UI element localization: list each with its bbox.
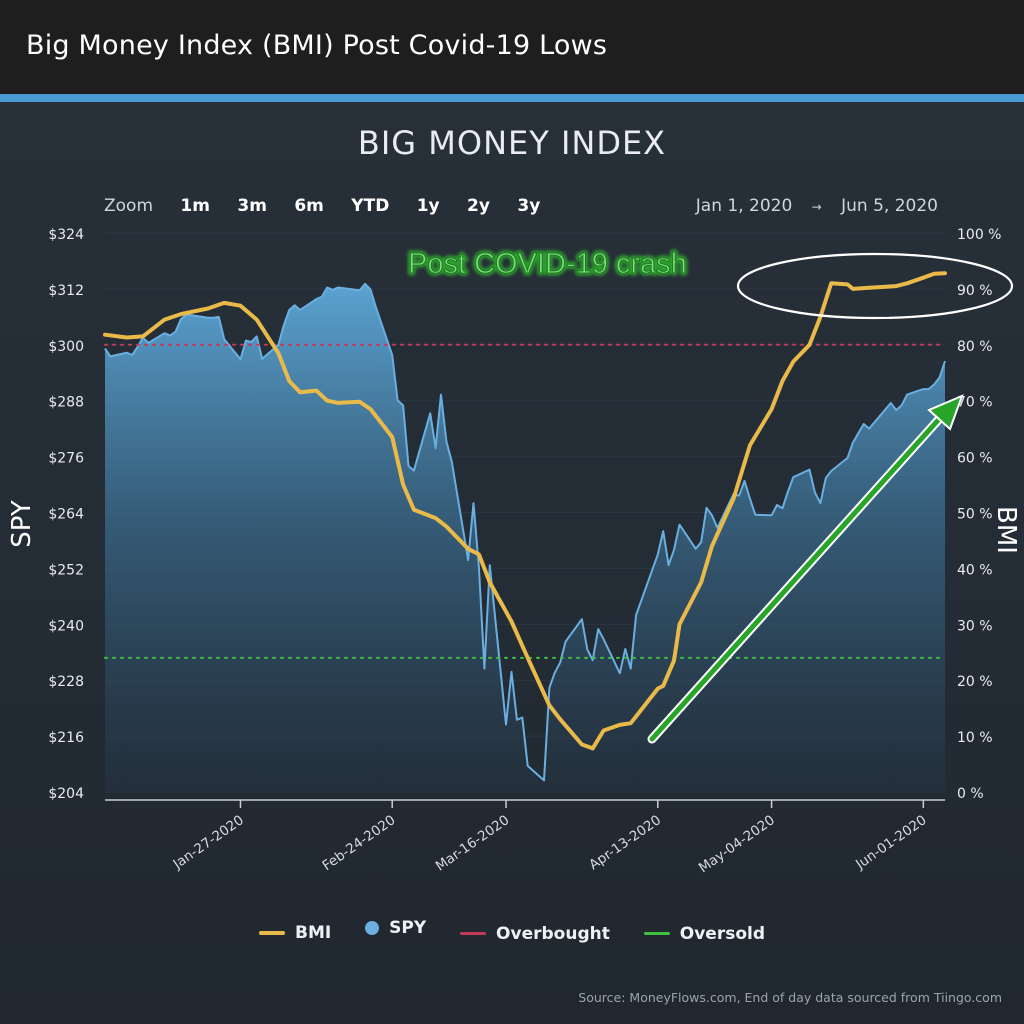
legend-item-spy[interactable]: SPY (365, 918, 426, 938)
y-left-tick-label: $300 (48, 339, 84, 355)
y-left-axis-title: SPY (7, 500, 37, 548)
annotation-text-glow: Post COVID-19 crash (408, 248, 687, 280)
y-right-tick-label: 40 % (957, 562, 993, 578)
y-left-tick-label: $240 (48, 618, 84, 634)
zoom-button-1m[interactable]: 1m (180, 196, 210, 216)
spy-layer (104, 282, 946, 792)
zoom-button-1y[interactable]: 1y (416, 196, 440, 216)
legend-item-bmi[interactable]: BMI (258, 923, 332, 943)
date-range: Jan 1, 2020 → Jun 5, 2020 (682, 196, 938, 216)
bmi-line (103, 271, 947, 751)
legend: BMI SPY Overbought Oversold (0, 918, 1024, 944)
y-left-tick-label: $288 (48, 395, 84, 411)
y-right-tick-label: 60 % (957, 451, 993, 467)
chart-title: BIG MONEY INDEX (357, 124, 667, 162)
range-start-date[interactable]: Jan 1, 2020 (695, 196, 793, 216)
legend-bmi-swatch (258, 931, 285, 935)
y-left-tick-label: $324 (48, 227, 84, 243)
zoom-button-2y[interactable]: 2y (467, 196, 490, 216)
y-right-tick-label: 20 % (957, 674, 993, 690)
x-tick-label: Jun-01-2020 (852, 812, 929, 873)
legend-overbought-label: Overbought (496, 923, 610, 944)
y-right-tick-label: 90 % (957, 283, 993, 299)
page-title: Big Money Index (BMI) Post Covid-19 Lows (26, 30, 608, 61)
x-tick-label: May-04-2020 (696, 812, 778, 876)
y-right-tick-label: 80 % (957, 339, 993, 355)
y-left-tick-label: $228 (48, 674, 84, 690)
annotation-text: Post COVID-19 crash (408, 248, 687, 280)
zoom-button-3m[interactable]: 3m (237, 196, 267, 216)
header-bar: Big Money Index (BMI) Post Covid-19 Lows (0, 0, 1024, 94)
zoom-button-3y[interactable]: 3y (517, 196, 541, 216)
x-tick-label: Apr-13-2020 (586, 812, 664, 873)
y-right-tick-label: 0 % (957, 786, 984, 802)
x-tick-label: Feb-24-2020 (320, 812, 399, 874)
source-note: Source: MoneyFlows.com, End of day data … (578, 990, 1002, 1005)
y-left-tick-label: $264 (48, 507, 84, 523)
legend-oversold-swatch (643, 932, 670, 935)
trend-arrow-line (649, 415, 943, 742)
y-left-tick-label: $216 (48, 730, 84, 746)
legend-oversold-label: Oversold (679, 923, 766, 944)
y-left-tick-label: $252 (48, 562, 84, 578)
highlight-ellipse (736, 252, 1014, 320)
legend-spy-swatch (365, 921, 380, 935)
y-right-tick-label: 70 % (957, 395, 993, 411)
x-tick-label: Jan-27-2020 (170, 812, 247, 873)
zoom-button-6m[interactable]: 6m (294, 196, 324, 216)
range-end-date[interactable]: Jun 5, 2020 (841, 196, 938, 216)
y-right-tick-label: 10 % (957, 730, 993, 746)
annotation-layer: Post COVID-19 crash Post COVID-19 crash (406, 246, 1014, 744)
x-tick-label: Mar-16-2020 (433, 812, 513, 874)
y-right-axis-title: BMI (991, 506, 1021, 554)
y-left-tick-label: $276 (48, 451, 84, 467)
trend-arrow-head (927, 394, 964, 431)
y-right-tick-label: 50 % (957, 507, 993, 523)
bmi-layer (103, 271, 947, 751)
range-arrow-icon: → (811, 200, 822, 214)
y-left-tick-label: $312 (48, 283, 84, 299)
spy-area (105, 283, 945, 792)
accent-bar (0, 94, 1024, 102)
y-right-tick-label: 100 % (957, 227, 1001, 243)
zoom-bar: Zoom 1m 3m 6m YTD 1y 2y 3y (104, 196, 562, 216)
legend-overbought-swatch (460, 932, 487, 935)
spy-line (104, 282, 946, 782)
y-left-tick-label: $204 (48, 786, 84, 802)
legend-item-oversold[interactable]: Oversold (643, 923, 766, 944)
legend-bmi-label: BMI (294, 923, 332, 943)
zoom-label: Zoom (104, 196, 154, 216)
zoom-button-ytd[interactable]: YTD (351, 196, 390, 216)
legend-item-overbought[interactable]: Overbought (460, 924, 610, 944)
legend-spy-label: SPY (389, 918, 427, 938)
y-right-tick-label: 30 % (957, 618, 993, 634)
